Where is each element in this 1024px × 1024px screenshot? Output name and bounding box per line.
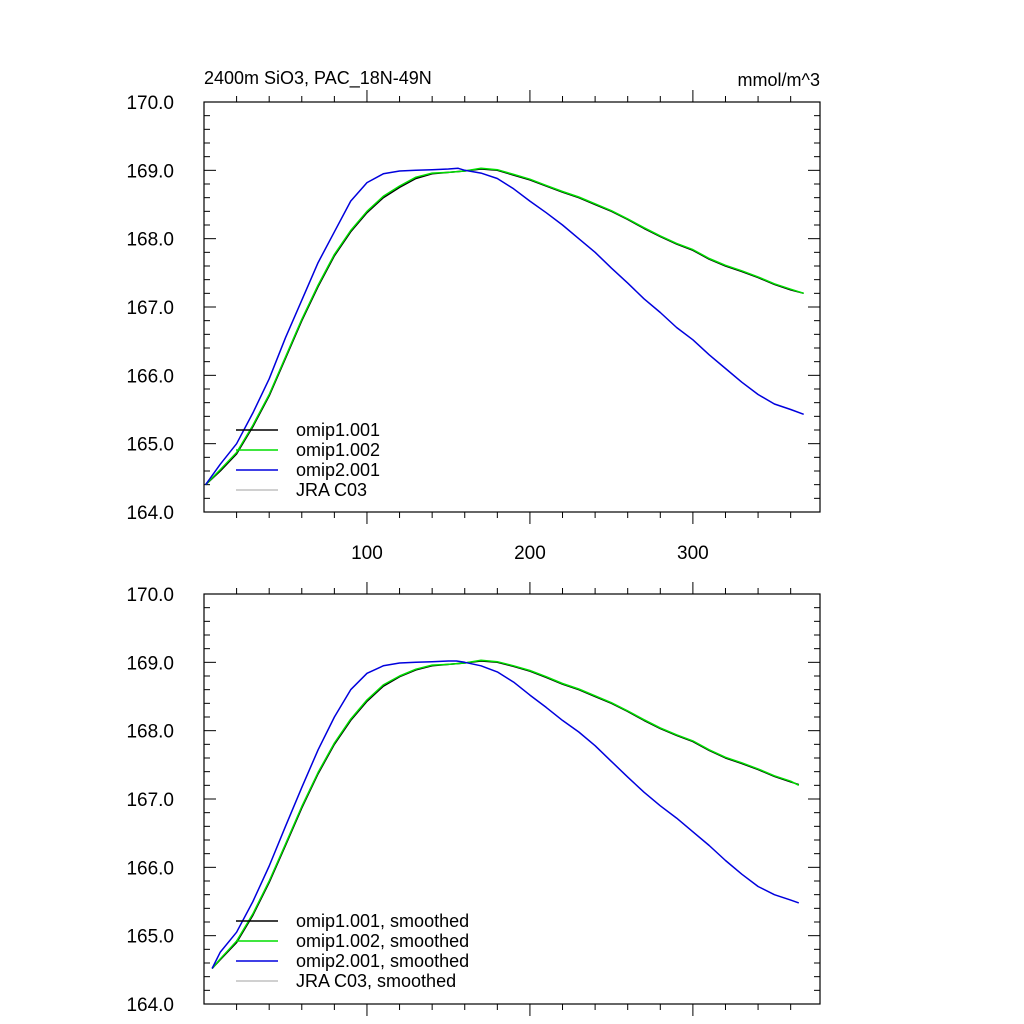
legend-label: JRA C03, smoothed <box>296 971 456 991</box>
series-line <box>204 167 804 486</box>
x-tick-label: 300 <box>677 543 709 564</box>
x-tick-label: 200 <box>514 543 546 564</box>
legend-label: omip1.002 <box>296 440 380 460</box>
legend-label: omip2.001, smoothed <box>296 951 469 971</box>
y-tick-label: 167.0 <box>126 790 174 811</box>
y-tick-label: 170.0 <box>126 93 174 114</box>
y-tick-label: 169.0 <box>126 653 174 674</box>
legend-label: omip1.001, smoothed <box>296 911 469 931</box>
y-tick-label: 170.0 <box>126 585 174 606</box>
y-tick-label: 166.0 <box>126 858 174 879</box>
chart-title: 2400m SiO3, PAC_18N-49N <box>204 68 432 89</box>
y-tick-label: 166.0 <box>126 366 174 387</box>
y-tick-label: 165.0 <box>126 927 174 948</box>
series-line <box>205 167 804 486</box>
x-tick-label: 100 <box>351 543 383 564</box>
legend-label: omip1.002, smoothed <box>296 931 469 951</box>
legend-label: omip1.001 <box>296 420 380 440</box>
y-tick-label: 164.0 <box>126 995 174 1016</box>
y-tick-label: 167.0 <box>126 298 174 319</box>
series-line <box>211 659 800 969</box>
series-line <box>211 660 800 969</box>
y-tick-label: 164.0 <box>126 503 174 524</box>
legend-label: omip2.001 <box>296 460 380 480</box>
legend-label: JRA C03 <box>296 480 367 500</box>
y-tick-label: 168.0 <box>126 722 174 743</box>
y-tick-label: 169.0 <box>126 161 174 182</box>
y-tick-label: 168.0 <box>126 230 174 251</box>
bottom-panel: 164.0 165.0 166.0 167.0 168.0 169.0 170.0 omip1… <box>126 582 821 1016</box>
y-tick-label: 165.0 <box>126 435 174 456</box>
units-label: mmol/m^3 <box>738 70 820 90</box>
top-panel: 164.0 165.0 166.0 167.0 168.0 169.0 170.0 100 20… <box>126 90 821 564</box>
